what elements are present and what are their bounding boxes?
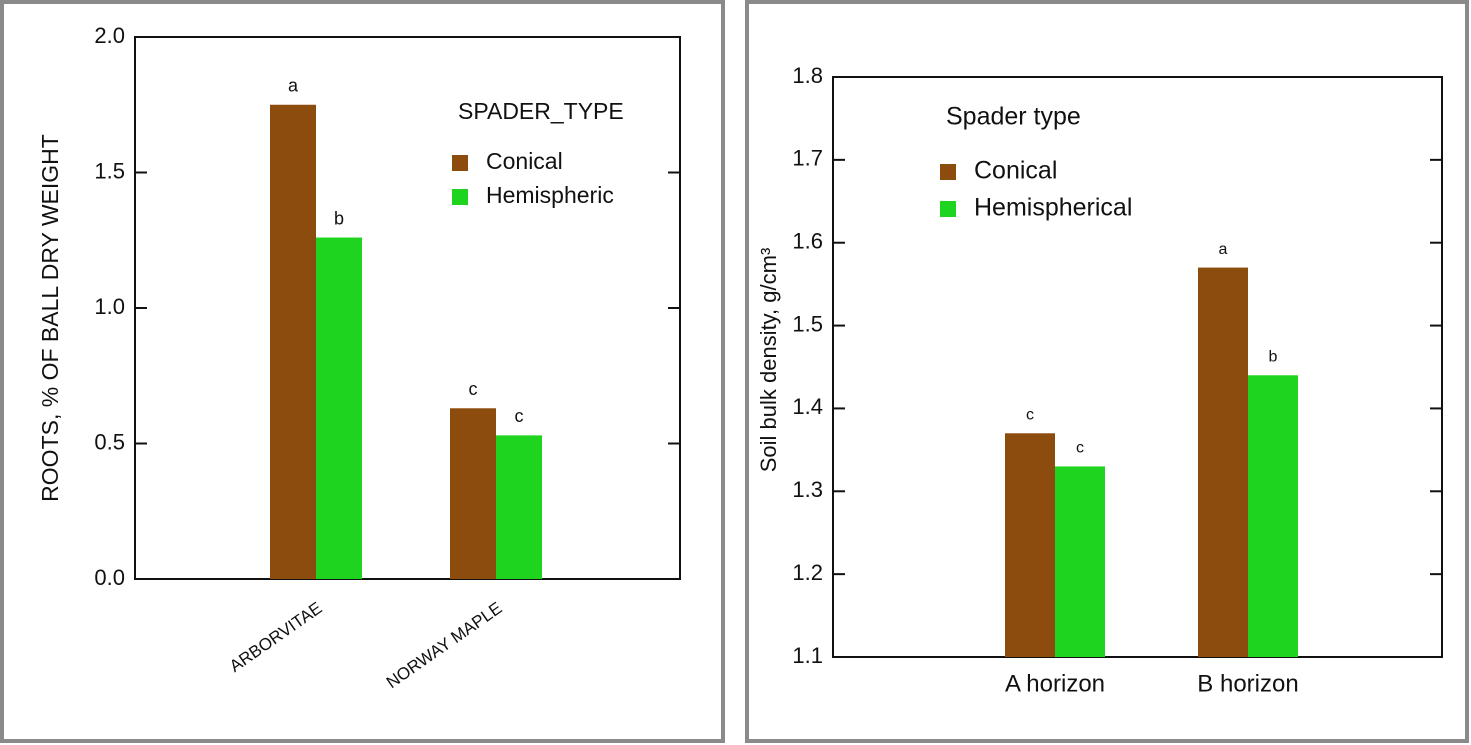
significance-letter: c — [469, 379, 478, 399]
legend-swatch — [452, 155, 468, 171]
y-tick-label: 1.1 — [792, 643, 823, 668]
y-tick-label: 1.0 — [94, 294, 125, 319]
y-axis-title: Soil bulk density, g/cm³ — [756, 248, 781, 473]
bar — [316, 237, 362, 580]
legend-label: Hemispheric — [486, 182, 614, 208]
x-tick-label: NORWAY MAPLE — [383, 598, 506, 692]
legend-title: SPADER_TYPE — [458, 98, 624, 124]
significance-letter: c — [515, 406, 524, 426]
legend-label: Conical — [486, 148, 563, 174]
bar — [1198, 267, 1248, 657]
significance-letter: a — [1219, 241, 1228, 258]
legend-swatch — [940, 164, 956, 180]
significance-letter: a — [288, 76, 299, 96]
bar — [1005, 433, 1055, 657]
legend-label: Conical — [974, 157, 1057, 185]
significance-letter: c — [1026, 407, 1034, 424]
legend-swatch — [452, 189, 468, 205]
panel-frame — [745, 0, 1469, 743]
y-tick-label: 1.7 — [792, 146, 823, 171]
y-tick-label: 1.5 — [94, 158, 125, 183]
bar — [450, 408, 496, 579]
x-tick-label: A horizon — [1005, 670, 1105, 697]
y-tick-label: 1.2 — [792, 560, 823, 585]
bar — [1248, 375, 1298, 657]
significance-letter: c — [1076, 440, 1084, 457]
bar — [1055, 466, 1105, 657]
legend-swatch — [940, 201, 956, 217]
y-tick-label: 1.6 — [792, 229, 823, 254]
y-tick-label: 1.8 — [792, 63, 823, 88]
x-tick-label: ARBORVITAE — [226, 598, 325, 676]
y-tick-label: 1.5 — [792, 311, 823, 336]
legend-label: Hemispherical — [974, 194, 1132, 222]
y-tick-label: 0.0 — [94, 565, 125, 590]
bar — [496, 435, 542, 579]
legend-title: Spader type — [946, 103, 1081, 131]
panel-frame — [0, 0, 725, 743]
y-tick-label: 1.4 — [792, 394, 823, 419]
y-axis-title: ROOTS, % OF BALL DRY WEIGHT — [37, 134, 63, 502]
bar — [270, 104, 316, 579]
x-tick-label: B horizon — [1197, 670, 1298, 697]
y-tick-label: 0.5 — [94, 429, 125, 454]
y-tick-label: 2.0 — [94, 23, 125, 48]
plot-frame — [832, 76, 1443, 658]
significance-letter: b — [1269, 349, 1278, 366]
significance-letter: b — [334, 208, 344, 228]
y-tick-label: 1.3 — [792, 477, 823, 502]
